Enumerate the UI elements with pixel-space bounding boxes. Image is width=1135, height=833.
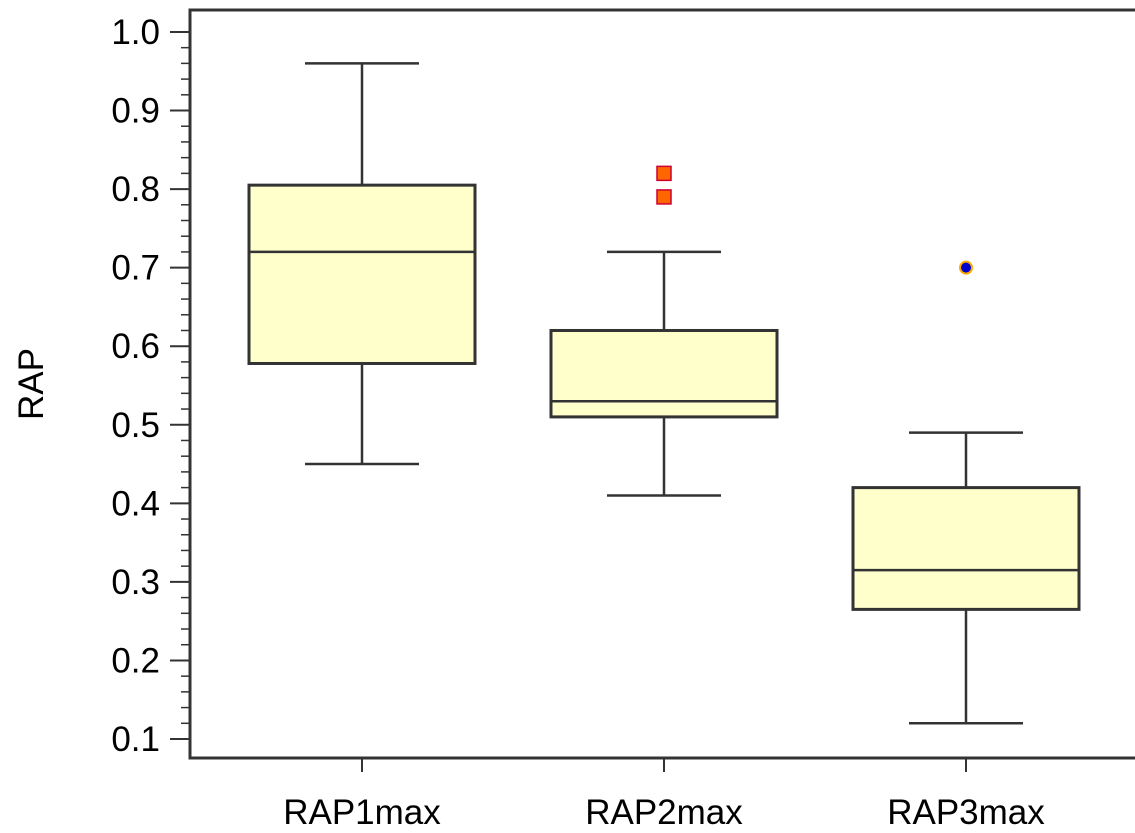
- boxes-layer: [247, 62, 1081, 725]
- y-tick-label: 0.4: [111, 484, 160, 523]
- x-tick-label: RAP2max: [585, 793, 743, 832]
- outlier-square: [656, 165, 672, 182]
- iqr-box: [247, 183, 477, 365]
- y-tick-label: 0.2: [111, 641, 160, 680]
- outlier-circle: [959, 260, 973, 275]
- y-tick-label: 0.7: [111, 249, 160, 288]
- x-axis: RAP1max RAP2max RAP3max: [283, 758, 1045, 832]
- y-axis-title: RAP: [12, 348, 51, 420]
- y-tick-label: 0.5: [111, 406, 160, 445]
- box-rap3max: [851, 260, 1081, 725]
- y-tick-label: 0.3: [111, 563, 160, 602]
- iqr-box: [851, 486, 1081, 611]
- x-tick-label: RAP3max: [887, 793, 1045, 832]
- iqr-box: [549, 328, 779, 419]
- box-rap2max: [549, 165, 779, 497]
- y-tick-label: 1.0: [111, 13, 160, 52]
- outlier-square: [656, 189, 672, 205]
- box-rap1max: [247, 62, 477, 466]
- x-tick-label: RAP1max: [283, 793, 441, 832]
- y-tick-label: 0.6: [111, 327, 160, 366]
- y-tick-label: 0.9: [111, 92, 160, 131]
- y-axis: 0.1 0.2 0.3 0.4 0.5 0.6 0.7 0.8 0.9 1.0: [111, 13, 190, 759]
- y-tick-label: 0.8: [111, 170, 160, 209]
- y-tick-label: 0.1: [111, 720, 160, 759]
